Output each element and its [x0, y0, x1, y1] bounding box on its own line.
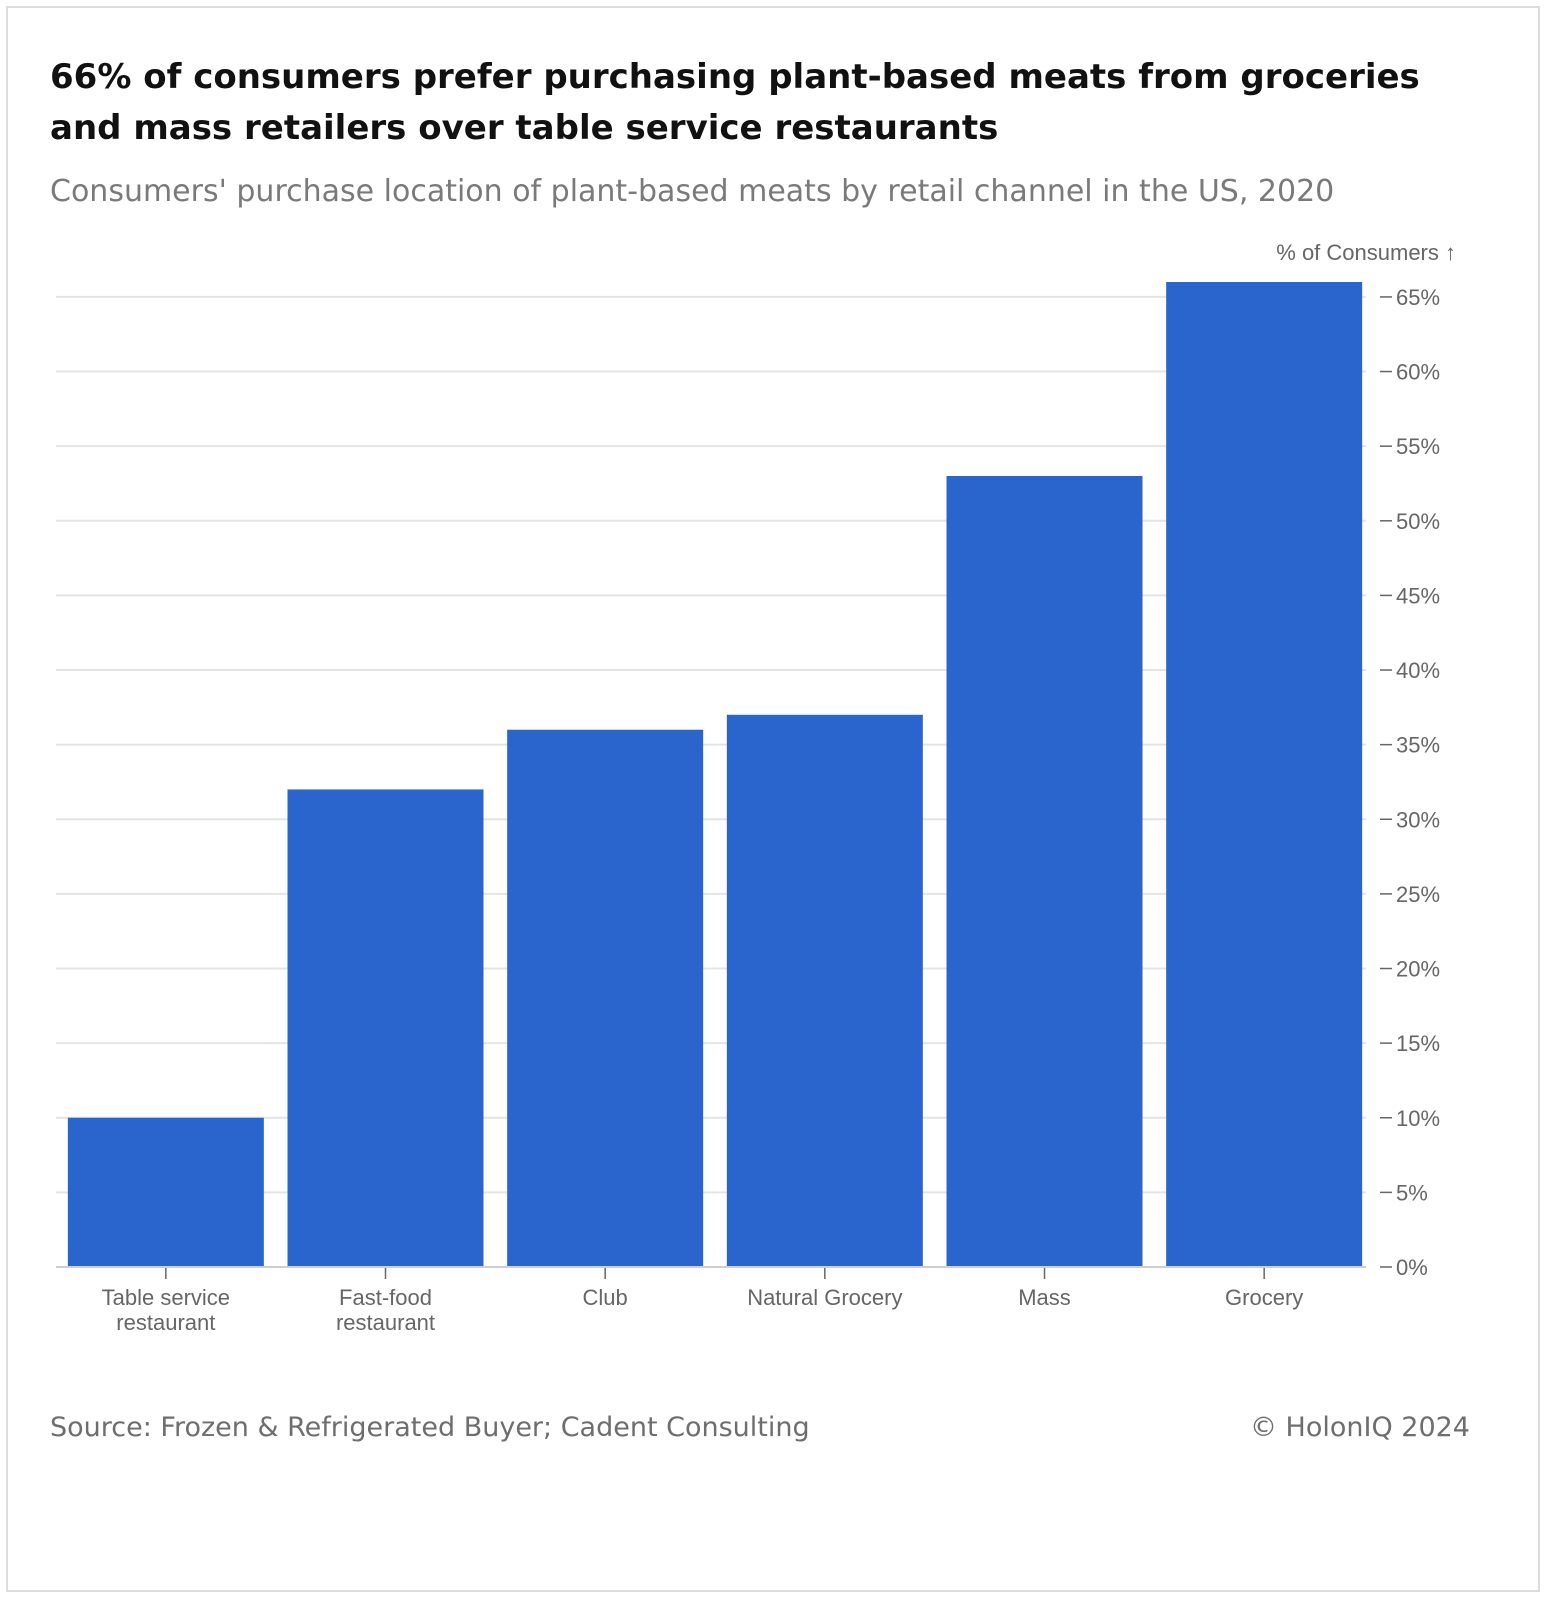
bar: [507, 729, 704, 1267]
bar: [67, 1117, 264, 1267]
y-tick-label: 15%: [1396, 1031, 1440, 1056]
x-tick-label-line: Grocery: [1225, 1285, 1303, 1310]
y-tick-label: 0%: [1396, 1255, 1428, 1280]
x-tick-label-line: Mass: [1018, 1285, 1071, 1310]
x-tick-label: Fast-food restaurant: [336, 1285, 435, 1335]
chart-subtitle: Consumers' purchase location of plant-ba…: [50, 174, 1335, 209]
y-tick-label: 60%: [1396, 360, 1440, 385]
x-tick-label: Natural Grocery: [747, 1285, 902, 1310]
y-tick-label: 35%: [1396, 733, 1440, 758]
x-tick-label: Mass: [1018, 1285, 1071, 1310]
x-tick-label-line: Natural Grocery: [747, 1285, 902, 1310]
x-tick-label: Grocery: [1225, 1285, 1303, 1310]
x-tick-label-line: restaurant: [336, 1310, 435, 1335]
chart-title: 66% of consumers prefer purchasing plant…: [50, 57, 1420, 148]
y-tick-label: 50%: [1396, 509, 1440, 534]
y-tick-label: 30%: [1396, 807, 1440, 832]
y-tick-label: 10%: [1396, 1106, 1440, 1131]
copyright-note: © HolonIQ 2024: [1249, 1412, 1470, 1443]
bar: [287, 789, 484, 1267]
y-tick-label: 55%: [1396, 434, 1440, 459]
bars: [67, 282, 1363, 1267]
y-tick-label: 45%: [1396, 583, 1440, 608]
x-tick-label: Table service restaurant: [102, 1285, 230, 1335]
y-tick-label: 5%: [1396, 1180, 1428, 1205]
x-tick-label-line: Fast-food: [339, 1285, 432, 1310]
source-note: Source: Frozen & Refrigerated Buyer; Cad…: [50, 1412, 810, 1443]
y-tick-label: 20%: [1396, 957, 1440, 982]
bar: [726, 714, 923, 1267]
y-axis-label: % of Consumers ↑: [1276, 240, 1456, 265]
x-tick-label-line: Club: [583, 1285, 628, 1310]
y-tick-label: 25%: [1396, 882, 1440, 907]
y-tick-label: 65%: [1396, 285, 1440, 310]
x-tick-label-line: Table service: [102, 1285, 230, 1310]
axes: 0% 5% 10% 15% 20% 25% 30% 35% 40% 45% 50% 55% 60% 65%…: [56, 240, 1456, 1335]
x-tick-label: Club: [583, 1285, 628, 1310]
bar: [946, 476, 1143, 1267]
bar: [1166, 282, 1363, 1267]
x-tick-label-line: restaurant: [116, 1310, 215, 1335]
y-tick-label: 40%: [1396, 658, 1440, 683]
